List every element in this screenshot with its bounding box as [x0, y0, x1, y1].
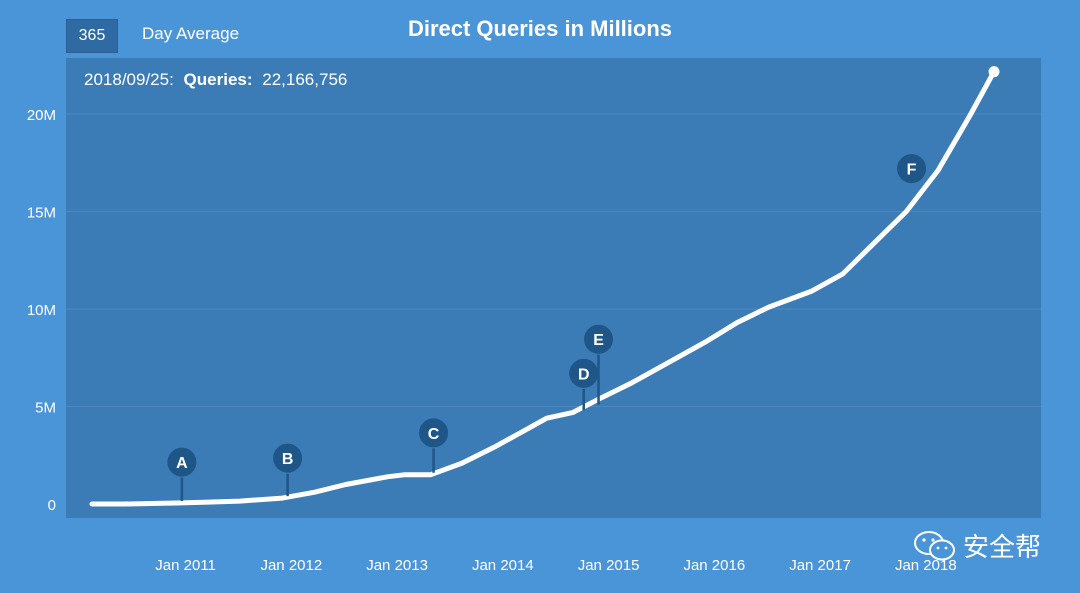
annotation-badge-f [896, 153, 928, 185]
x-tick-label-7: Jan 2018 [895, 557, 957, 574]
series-end-point [988, 66, 1000, 78]
x-tick-label-4: Jan 2015 [578, 557, 640, 574]
annotation-marker-b[interactable]: B [272, 442, 304, 497]
period-365-button[interactable]: 365 [66, 19, 118, 53]
series-group [89, 66, 1000, 507]
grid-lines [66, 113, 1041, 407]
y-axis-ticks: 0 5M 10M 15M 20M [27, 107, 56, 514]
annotation-label-e: E [593, 332, 604, 349]
annotation-label-c: C [428, 426, 440, 443]
x-tick-label-0: Jan 2011 [155, 557, 216, 574]
annotation-badge-e [583, 323, 615, 355]
annotation-marker-a[interactable]: A [166, 446, 198, 502]
readout: 2018/09/25: Queries: 22,166,756 [84, 70, 347, 89]
period-label: Day Average [142, 24, 240, 43]
chart-title: Direct Queries in Millions [407, 16, 673, 41]
readout-label: Queries: [184, 70, 253, 89]
annotation-marker-c[interactable]: C [418, 417, 450, 473]
x-tick-label-1: Jan 2012 [260, 557, 322, 574]
series-line-0 [89, 69, 997, 507]
readout-value: 22,166,756 [262, 70, 347, 89]
annotation-badge-a [166, 446, 198, 478]
annotation-label-a: A [176, 455, 188, 472]
annotation-badge-c [418, 417, 450, 449]
wechat-icon [914, 530, 955, 560]
x-axis-ticks: Jan 2011 Jan 2012 Jan 2013 Jan 2014 Jan 2015… [155, 557, 956, 574]
y-tick-label-3: 15M [27, 205, 56, 222]
watermark-text: 安全帮 [963, 532, 1042, 562]
x-tick-label-5: Jan 2016 [683, 557, 745, 574]
y-tick-label-1: 5M [35, 400, 56, 417]
x-tick-label-3: Jan 2014 [472, 557, 534, 574]
readout-date: 2018/09/25: [84, 70, 174, 89]
x-tick-label-2: Jan 2013 [366, 557, 428, 574]
y-tick-label-2: 10M [27, 302, 56, 319]
annotation-group[interactable]: A B C DE F [166, 153, 928, 502]
annotation-label-f: F [907, 162, 917, 179]
annotation-marker-e[interactable]: E [583, 323, 615, 405]
watermark: 安全帮 [913, 527, 1041, 564]
annotation-badge-b [272, 442, 304, 474]
annotation-marker-f[interactable]: F [896, 153, 928, 185]
plot-area [66, 58, 1041, 518]
y-tick-label-0: 0 [48, 497, 56, 514]
y-tick-label-4: 20M [27, 107, 56, 124]
annotation-label-b: B [282, 451, 294, 468]
x-tick-label-6: Jan 2017 [789, 557, 851, 574]
annotation-label-d: D [578, 366, 590, 383]
